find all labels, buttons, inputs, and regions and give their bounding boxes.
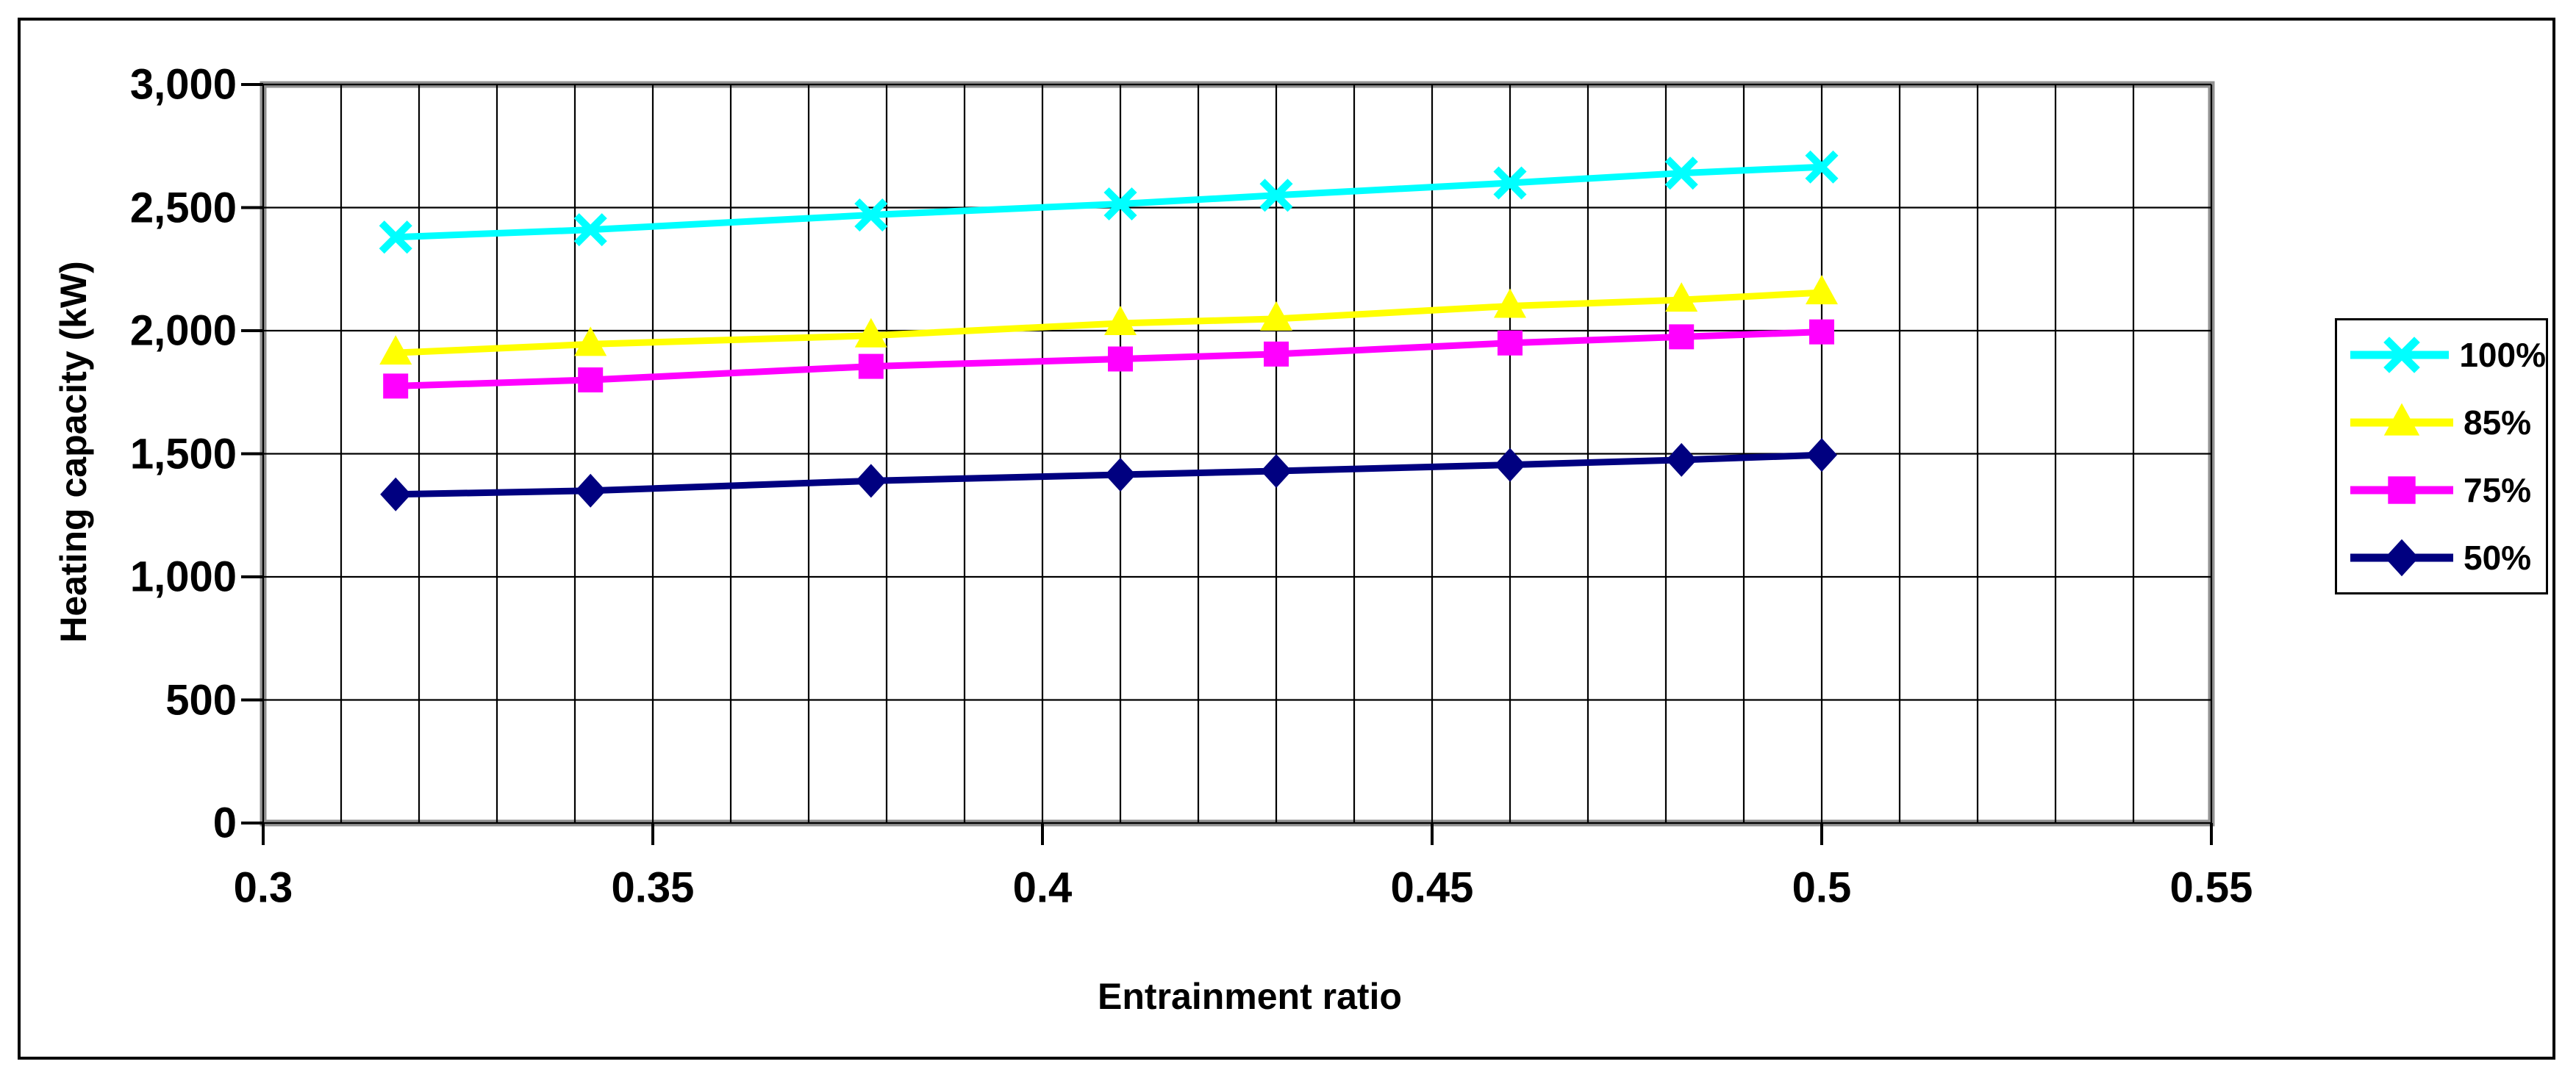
- legend-label: 50%: [2464, 539, 2532, 577]
- series-markers-100pct: [379, 150, 1839, 254]
- y-tick-label: 0: [212, 799, 237, 847]
- series-markers-75pct: [383, 319, 1834, 399]
- x-axis-title: Entrainment ratio: [1098, 976, 1402, 1017]
- legend-box: 100% 85% 75% 50%: [2335, 318, 2548, 594]
- legend-marker-triangle-up-icon: [2350, 403, 2453, 436]
- x-tick-label: 0.35: [611, 863, 695, 912]
- chart-border-frame: [18, 18, 2555, 1060]
- legend-label: 100%: [2459, 336, 2546, 374]
- y-tick-label: 500: [165, 676, 237, 724]
- y-tick-label: 2,000: [129, 306, 237, 355]
- legend-entry-75pct: 75%: [2337, 456, 2546, 524]
- legend-marker-square-icon: [2350, 476, 2453, 504]
- series-markers-85pct: [379, 275, 1838, 365]
- series-line-85pct: [396, 289, 1822, 356]
- series-75pct: [383, 319, 1834, 399]
- y-tick-label: 1,000: [129, 553, 237, 601]
- x-tick-label: 0.3: [233, 863, 293, 912]
- y-tick-label: 3,000: [129, 60, 237, 109]
- series-line-100pct: [396, 163, 1822, 241]
- series-85pct: [379, 275, 1838, 365]
- x-tick-label: 0.5: [1792, 863, 1852, 912]
- series-line-75pct: [396, 328, 1822, 389]
- legend-marker-diamond-icon: [2350, 539, 2453, 577]
- series-50pct: [380, 438, 1837, 511]
- axis-tick-marks: [241, 83, 2213, 845]
- series-line-50pct: [396, 451, 1822, 498]
- legend-entry-50pct: 50%: [2337, 524, 2546, 592]
- x-tick-label: 0.45: [1390, 863, 1474, 912]
- legend-label: 85%: [2464, 403, 2532, 442]
- x-tick-label: 0.4: [1012, 863, 1073, 912]
- x-tick-label: 0.55: [2169, 863, 2253, 912]
- y-axis-title: Heating capacity (kW): [53, 261, 94, 643]
- legend-label: 75%: [2464, 471, 2532, 509]
- y-tick-label: 1,500: [129, 430, 237, 478]
- legend-entry-85pct: 85%: [2337, 389, 2546, 456]
- series-100pct: [379, 150, 1839, 254]
- legend-entry-100pct: 100%: [2337, 321, 2546, 389]
- legend-marker-x-cross-icon: [2350, 337, 2450, 373]
- series-markers-50pct: [380, 438, 1837, 511]
- y-tick-label: 2,500: [129, 184, 237, 231]
